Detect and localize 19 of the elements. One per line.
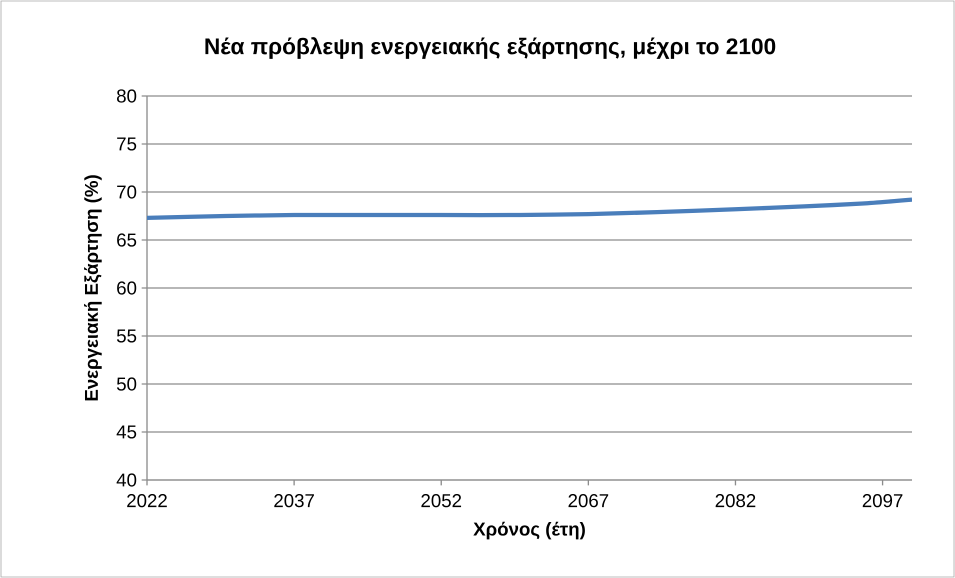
y-tick-label: 65 — [117, 233, 136, 247]
x-tick-label: 2097 — [862, 494, 902, 508]
y-tick-label: 50 — [116, 377, 136, 391]
x-tick-label: 2082 — [716, 494, 756, 508]
x-tick-label: 2037 — [274, 494, 314, 508]
y-tick-label: 70 — [117, 185, 136, 199]
y-tick-label: 60 — [117, 281, 136, 295]
y-tick-label: 80 — [117, 89, 136, 103]
x-tick-label: 2052 — [421, 494, 462, 508]
x-tick-label: 2067 — [568, 494, 608, 508]
y-tick-label: 45 — [116, 425, 136, 439]
x-tick-label: 2022 — [127, 494, 167, 508]
line-series — [147, 198, 912, 220]
y-axis-title: Ενεργειακή Εξάρτηση (%) — [84, 175, 102, 400]
y-tick-label: 55 — [116, 329, 136, 343]
y-tick-label: 40 — [116, 473, 136, 487]
y-tick-label: 75 — [117, 137, 136, 151]
x-axis-title: Χρόνος (έτη) — [473, 522, 585, 540]
chart-title: Νέα πρόβλεψη ενεργειακής εξάρτησης, μέχρι το 2100 — [205, 37, 776, 59]
